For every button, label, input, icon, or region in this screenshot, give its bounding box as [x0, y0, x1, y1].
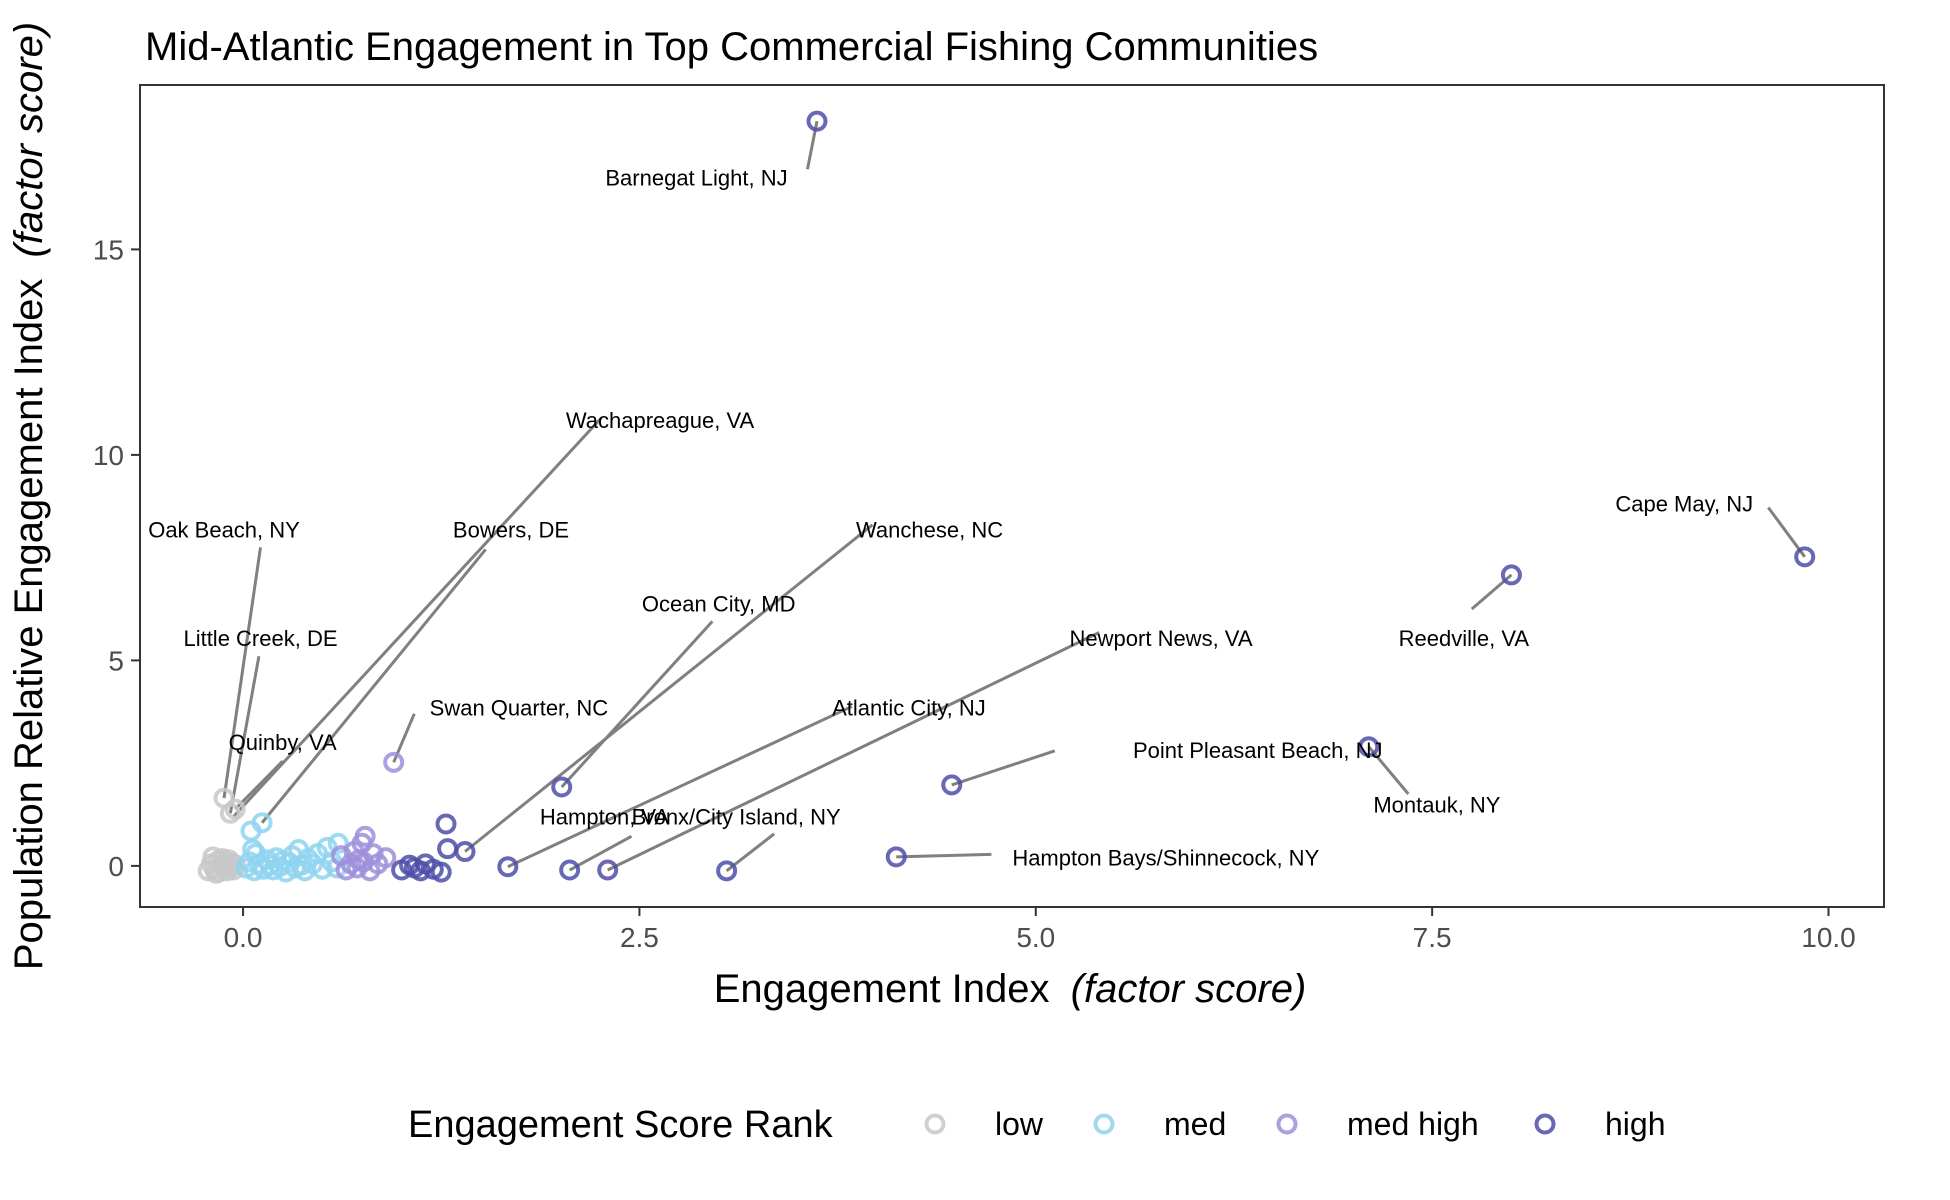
label-leader-line [568, 834, 633, 872]
point-label: Hampton Bays/Shinnecock, NY [1012, 846, 1319, 871]
label-leader-line [951, 749, 1056, 787]
legend-label-low: low [995, 1106, 1044, 1142]
label-leader-line [228, 656, 261, 814]
legend-title: Engagement Score Rank [408, 1104, 834, 1146]
legend: Engagement Score Rank low med med high high [408, 1104, 1666, 1146]
data-point-low [224, 798, 246, 820]
data-point-high [1794, 546, 1816, 568]
point-label: Wanchese, NC [856, 518, 1003, 543]
point-label: Quinby, VA [229, 730, 337, 755]
legend-key-med_high [1276, 1113, 1298, 1135]
x-axis-title: Engagement Index (factor score) [714, 967, 1307, 1011]
data-point-low [219, 802, 241, 824]
label-leader-line [234, 760, 284, 811]
y-tick-label: 5 [108, 645, 124, 676]
point-label: Ocean City, MD [642, 592, 796, 617]
data-point-high [497, 856, 519, 878]
data-point-high [430, 861, 452, 883]
label-leader-line [507, 705, 853, 869]
x-axis: 0.0 2.5 5.0 7.5 10.0 [224, 907, 1856, 953]
y-tick-label: 10 [93, 440, 124, 471]
point-label: Swan Quarter, NC [430, 696, 609, 721]
data-point-med [327, 832, 349, 854]
data-point-med-high [354, 825, 376, 847]
x-axis-title-unit: (factor score) [1071, 967, 1307, 1011]
point-labels: Barnegat Light, NJ Wachapreague, VA Oak Be… [148, 165, 1753, 870]
data-point-low [224, 854, 246, 876]
y-axis-title-unit: (factor score) [7, 22, 51, 258]
point-label: Hampton, VA [540, 805, 670, 830]
y-axis-title: Population Relative Engagement Index (fa… [7, 22, 51, 970]
point-label: Wachapreague, VA [566, 408, 755, 433]
y-axis: 0 5 10 15 [93, 234, 140, 882]
chart-title: Mid-Atlantic Engagement in Top Commercia… [145, 25, 1318, 69]
data-point-high [559, 859, 581, 881]
point-label: Point Pleasant Beach, NJ [1133, 738, 1382, 763]
label-leader-line [560, 620, 714, 788]
y-tick-label: 0 [108, 851, 124, 882]
data-point-med-high [362, 843, 384, 865]
label-leader-lines [222, 120, 1806, 873]
point-label: Montauk, NY [1373, 792, 1500, 817]
label-leader-line [607, 631, 1100, 872]
data-point-high [1500, 564, 1522, 586]
point-label: Oak Beach, NY [148, 518, 300, 543]
point-label: Bronx/City Island, NY [632, 805, 841, 830]
label-leader-line [464, 523, 874, 853]
legend-label-high: high [1605, 1106, 1666, 1142]
label-leader-line [232, 416, 603, 818]
legend-label-med_high: med high [1347, 1106, 1479, 1142]
plot-panel [139, 84, 1885, 908]
x-tick-label: 7.5 [1413, 922, 1452, 953]
x-tick-label: 0.0 [224, 922, 263, 953]
point-label: Bowers, DE [453, 518, 569, 543]
data-point-high [454, 841, 476, 863]
data-points [197, 110, 1816, 884]
data-point-high [435, 813, 457, 835]
point-label: Reedville, VA [1399, 626, 1530, 651]
point-label: Atlantic City, NJ [832, 696, 986, 721]
data-point-high [716, 860, 738, 882]
data-point-high [885, 846, 907, 868]
data-point-high [941, 774, 963, 796]
data-point-high [1358, 736, 1380, 758]
data-point-high [551, 776, 573, 798]
data-point-high [806, 110, 828, 132]
data-point-med [242, 838, 264, 860]
legend-key-low [924, 1113, 946, 1135]
y-tick-label: 15 [93, 234, 124, 265]
label-leader-line [896, 852, 992, 859]
point-label: Newport News, VA [1070, 626, 1253, 651]
label-leader-line [222, 547, 262, 799]
data-point-med-high [375, 847, 397, 869]
label-leader-line [260, 548, 487, 824]
data-point-med [251, 812, 273, 834]
x-tick-label: 2.5 [620, 922, 659, 953]
y-axis-title-main: Population Relative Engagement Index [7, 279, 51, 971]
x-tick-label: 10.0 [1801, 922, 1856, 953]
legend-key-high [1534, 1113, 1556, 1135]
data-point-med-high [383, 751, 405, 773]
point-label: Little Creek, DE [183, 626, 337, 651]
legend-key-med [1093, 1113, 1115, 1135]
point-label: Cape May, NJ [1615, 491, 1753, 516]
data-point-low [205, 862, 227, 884]
legend-label-med: med [1164, 1106, 1226, 1142]
data-point-high [597, 859, 619, 881]
point-label: Barnegat Light, NJ [605, 165, 787, 190]
x-tick-label: 5.0 [1016, 922, 1055, 953]
x-axis-title-main: Engagement Index [714, 967, 1050, 1011]
